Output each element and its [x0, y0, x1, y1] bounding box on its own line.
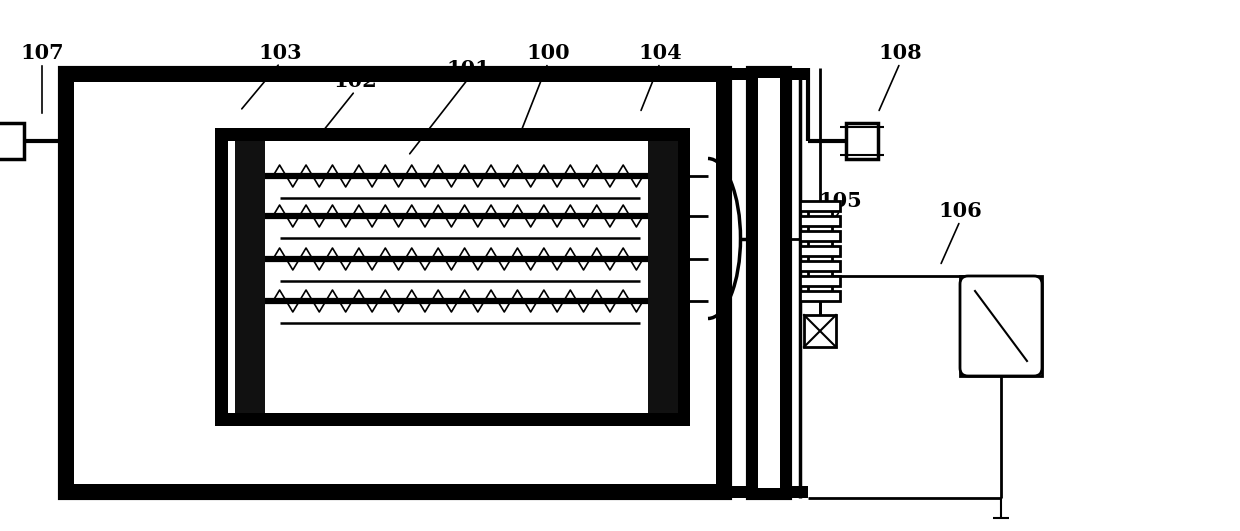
Text: 107: 107: [20, 43, 63, 63]
Bar: [748, 68, 790, 498]
Bar: [649, 141, 678, 413]
Bar: [236, 141, 265, 413]
Text: 102: 102: [334, 71, 377, 91]
Bar: [215, 128, 689, 141]
Bar: [730, 68, 808, 80]
Bar: [800, 291, 839, 301]
Text: 103: 103: [258, 43, 301, 63]
Bar: [60, 68, 730, 498]
Bar: [730, 486, 808, 498]
Bar: [60, 484, 730, 498]
Bar: [800, 276, 839, 286]
Text: 106: 106: [939, 201, 982, 221]
Bar: [846, 123, 878, 159]
Bar: [800, 246, 839, 256]
Bar: [748, 68, 760, 498]
Text: 105: 105: [818, 191, 862, 211]
Bar: [60, 68, 74, 498]
Bar: [800, 231, 839, 241]
Bar: [800, 261, 839, 271]
Text: 104: 104: [639, 43, 682, 63]
Bar: [808, 206, 832, 296]
Text: 108: 108: [878, 43, 921, 63]
Bar: [800, 216, 839, 226]
Bar: [777, 68, 790, 498]
Bar: [60, 68, 730, 82]
Bar: [804, 315, 836, 347]
Text: 100: 100: [526, 43, 570, 63]
Bar: [748, 486, 790, 498]
Bar: [748, 68, 790, 80]
Bar: [960, 276, 1042, 376]
Text: 101: 101: [446, 59, 490, 79]
Bar: [0, 123, 24, 159]
Bar: [215, 128, 228, 426]
Bar: [677, 128, 689, 426]
FancyBboxPatch shape: [960, 276, 1042, 376]
Bar: [800, 201, 839, 211]
Bar: [758, 78, 780, 488]
Bar: [215, 413, 689, 426]
Bar: [748, 68, 790, 498]
Bar: [715, 68, 730, 498]
